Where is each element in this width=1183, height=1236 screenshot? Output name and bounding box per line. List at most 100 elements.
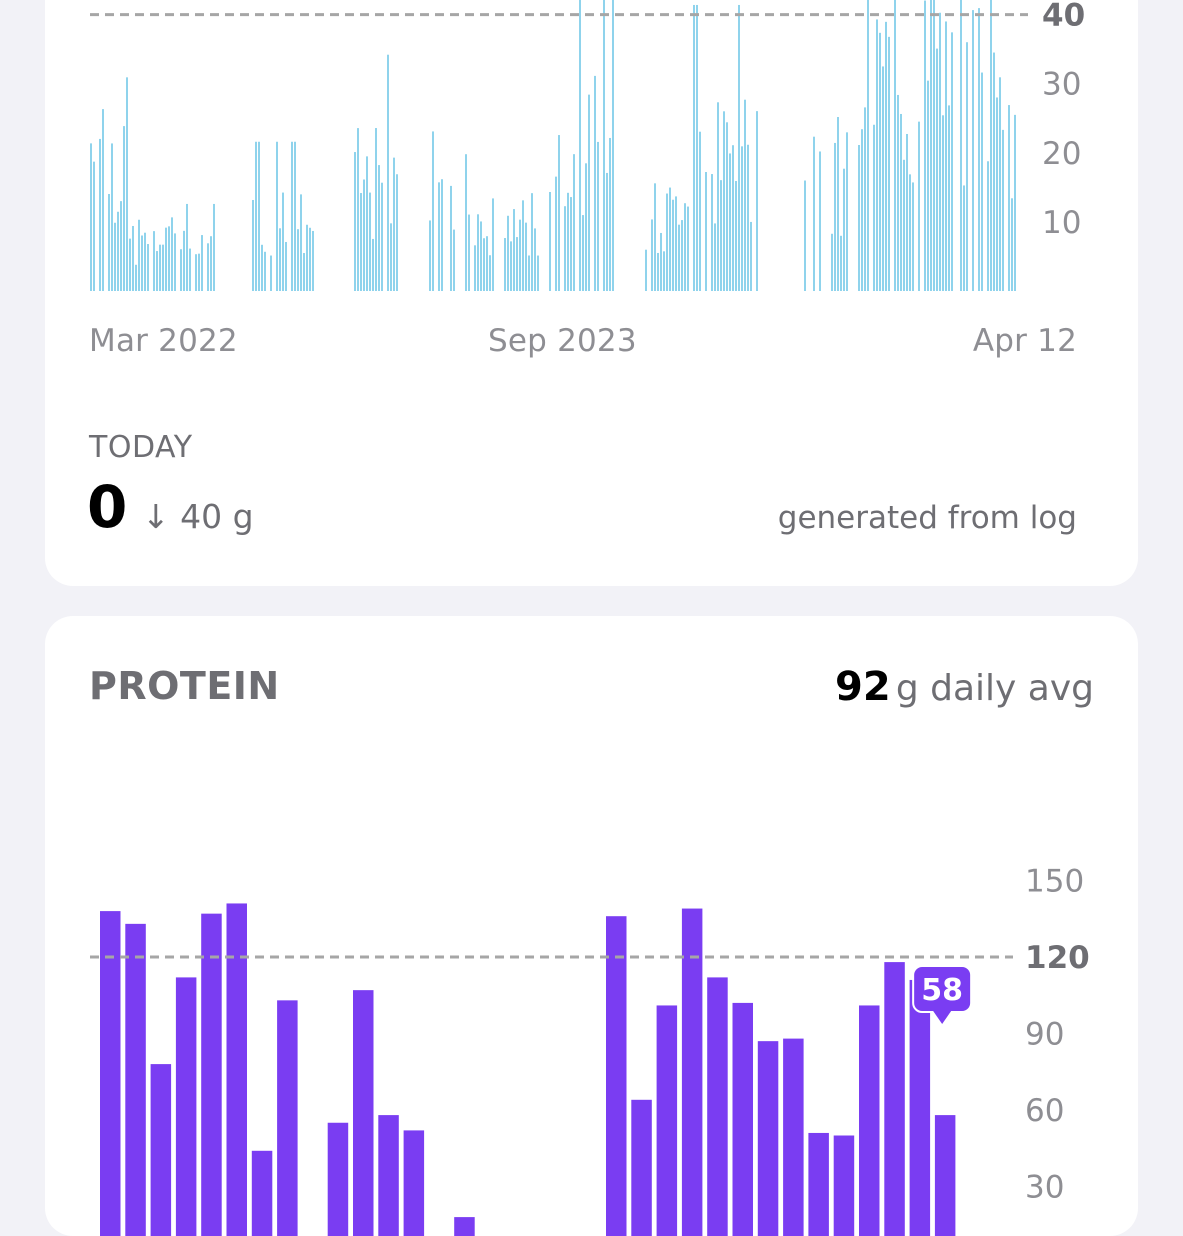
chart-bar xyxy=(843,169,845,291)
chart-bar xyxy=(910,980,931,1236)
x-tick-label: Sep 2023 xyxy=(488,323,637,359)
chart-bar xyxy=(903,160,905,291)
chart-bar xyxy=(135,265,137,291)
chart-bar xyxy=(210,236,212,291)
chart-bar xyxy=(675,196,677,291)
chart-bar xyxy=(126,77,128,291)
chart-bar xyxy=(981,73,983,291)
chart-bar xyxy=(909,174,911,291)
chart-bar xyxy=(438,182,440,291)
chart-bar xyxy=(885,22,887,291)
chart-bar xyxy=(939,13,941,291)
chart-bar xyxy=(483,238,485,291)
chart-bar xyxy=(558,135,560,291)
chart-bar xyxy=(432,131,434,291)
chart-bar xyxy=(699,132,701,291)
chart-bar xyxy=(963,185,965,291)
chart-bar xyxy=(549,192,551,291)
chart-bar xyxy=(454,1217,475,1236)
chart-bar xyxy=(594,76,596,291)
chart-bar xyxy=(357,128,359,291)
chart-bar xyxy=(729,153,731,291)
chart-bar xyxy=(864,107,866,291)
chart-bar xyxy=(936,49,938,291)
chart-bar xyxy=(474,245,476,291)
chart-bar xyxy=(120,201,122,291)
chart-bar xyxy=(147,244,149,291)
chart-bar xyxy=(900,114,902,291)
chart-bar xyxy=(933,0,935,291)
chart-bar xyxy=(669,188,671,291)
chart-bar xyxy=(882,66,884,291)
chart-bar xyxy=(381,183,383,291)
chart-bar xyxy=(162,245,164,291)
chart-bar xyxy=(651,219,653,291)
chart-bar xyxy=(404,1130,425,1236)
chart-bar xyxy=(582,215,584,291)
chart-bar xyxy=(831,234,833,291)
chart-bar xyxy=(681,220,683,291)
chart-bar xyxy=(912,182,914,291)
chart-bar xyxy=(846,132,848,291)
chart-bar xyxy=(174,233,176,291)
y-tick-label: 90 xyxy=(1025,1017,1064,1053)
chart-bar xyxy=(132,226,134,291)
chart-bar xyxy=(378,165,380,291)
chart-bar xyxy=(873,125,875,291)
chart-bar xyxy=(573,154,575,291)
chart-bar xyxy=(99,139,101,291)
chart-bar xyxy=(1008,105,1010,291)
chart-bar xyxy=(714,223,716,291)
y-tick-label: 20 xyxy=(1042,136,1081,172)
chart-bar xyxy=(564,206,566,291)
chart-bar xyxy=(108,194,110,291)
chart-bar xyxy=(945,21,947,291)
chart-bar xyxy=(279,228,281,291)
y-tick-label: 40 xyxy=(1042,0,1085,34)
chart-bar xyxy=(879,33,881,291)
chart-bar xyxy=(711,174,713,291)
chart-bar xyxy=(924,1,926,291)
chart-bar xyxy=(528,255,530,291)
chart-bar xyxy=(859,1005,880,1236)
chart-bar xyxy=(492,198,494,291)
chart-bar xyxy=(201,914,222,1236)
chart-bar xyxy=(906,134,908,291)
chart-bar xyxy=(513,209,515,291)
chart-bar xyxy=(291,142,293,291)
chart-bar xyxy=(441,179,443,291)
chart-bar xyxy=(585,163,587,291)
chart-bar xyxy=(390,223,392,291)
chart-bar xyxy=(363,179,365,291)
chart-bar xyxy=(631,1100,652,1236)
chart-bar xyxy=(93,162,95,291)
chart-bar xyxy=(603,0,605,291)
chart-bar xyxy=(477,214,479,291)
chart-bar xyxy=(840,236,842,291)
chart-bar xyxy=(687,207,689,291)
chart-bar xyxy=(176,977,197,1236)
chart-bar xyxy=(144,233,146,291)
chart-bar xyxy=(735,181,737,291)
chart-bar xyxy=(819,151,821,291)
chart-bar xyxy=(277,1000,298,1236)
chart-bar xyxy=(606,173,608,291)
chart-bar xyxy=(813,137,815,291)
chart-bar xyxy=(717,102,719,291)
chart-bar xyxy=(555,177,557,291)
tooltip-value: 58 xyxy=(921,973,963,1008)
y-tick-label: 30 xyxy=(1025,1170,1064,1206)
chart-bar xyxy=(522,200,524,291)
chart-bar xyxy=(726,122,728,291)
chart-bar xyxy=(366,156,368,291)
chart-bar xyxy=(996,97,998,291)
tooltip-pointer xyxy=(933,1011,951,1024)
chart-bar xyxy=(657,253,659,291)
chart-bar xyxy=(1011,198,1013,291)
chart-bar xyxy=(597,142,599,291)
chart-bar xyxy=(516,237,518,291)
chart-bar xyxy=(999,77,1001,291)
chart-bar xyxy=(672,200,674,291)
